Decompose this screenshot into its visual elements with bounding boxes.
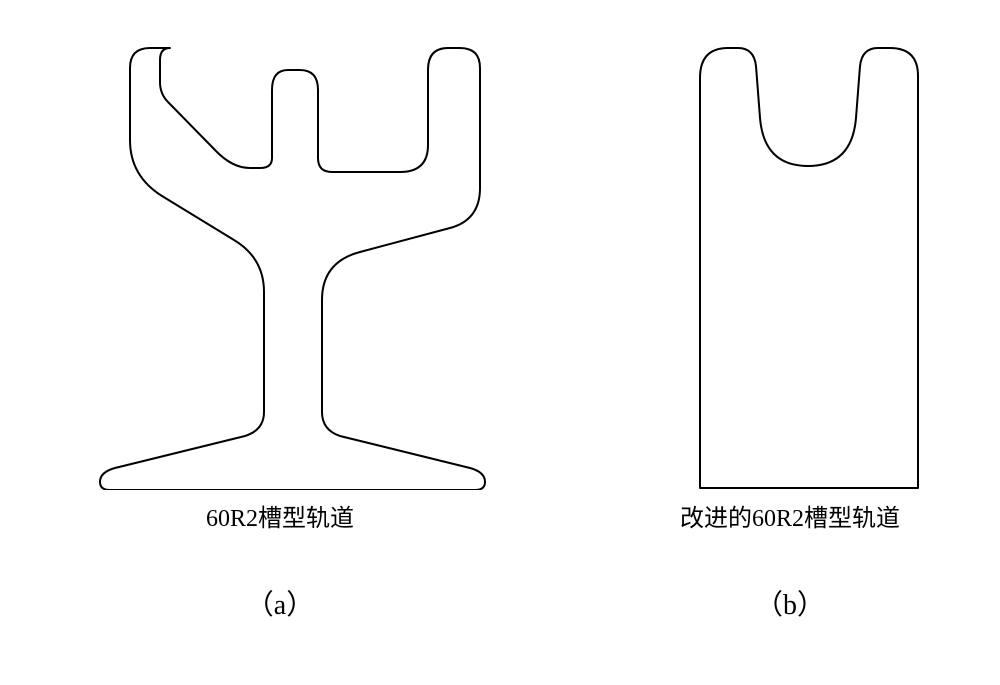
rail-60r2-outline — [100, 48, 485, 490]
subfigure-label-b: （b） — [755, 583, 825, 623]
rail-60r2-improved-outline — [700, 48, 918, 488]
rail-profile-60r2 — [60, 20, 500, 490]
caption-a: 60R2槽型轨道 — [206, 498, 354, 533]
panel-a: 60R2槽型轨道 （a） — [40, 20, 520, 665]
rail-profile-60r2-improved — [660, 20, 920, 490]
caption-b: 改进的60R2槽型轨道 — [680, 498, 900, 533]
panel-b: 改进的60R2槽型轨道 （b） — [620, 20, 960, 665]
rail-comparison-figure: 60R2槽型轨道 （a） 改进的60R2槽型轨道 （b） — [0, 0, 1000, 685]
subfigure-label-a: （a） — [246, 583, 314, 623]
